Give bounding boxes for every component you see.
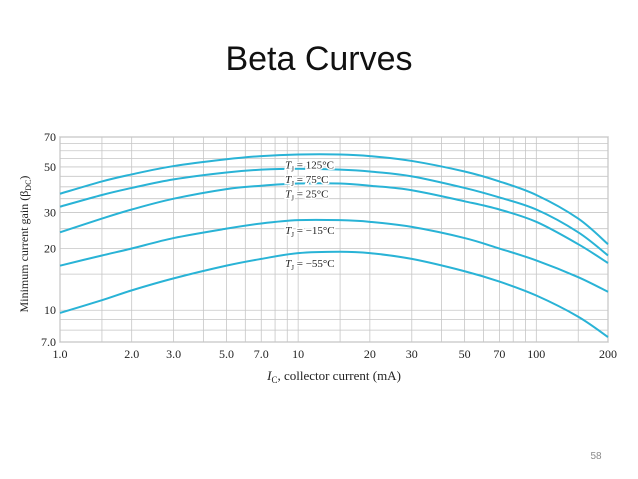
series-line-3 bbox=[59, 218, 609, 293]
x-tick-label: 50 bbox=[459, 347, 471, 361]
series-label-0: TJ = 125°C bbox=[285, 160, 334, 174]
y-axis-label: Minimum current gain (βDC) bbox=[17, 176, 33, 313]
y-tick-label: 10 bbox=[44, 303, 56, 317]
y-axis-label-close: ) bbox=[17, 176, 31, 180]
curves bbox=[59, 153, 609, 338]
x-tick-label: 5.0 bbox=[219, 347, 234, 361]
x-tick-label: 20 bbox=[364, 347, 376, 361]
y-axis-label-subscript: DC bbox=[24, 180, 33, 191]
series-label-3: TJ = −15°C bbox=[285, 225, 335, 239]
series-label-4: TJ = −55°C bbox=[285, 258, 335, 272]
y-tick-label: 7.0 bbox=[41, 335, 56, 349]
y-tick-labels: 7.0 10 20 30 50 70 bbox=[41, 130, 56, 349]
x-tick-label: 3.0 bbox=[166, 347, 181, 361]
beta-curves-chart: TJ = 125°CTJ = 75°CTJ = 25°C TJ = −15°C TJ… bbox=[17, 130, 618, 385]
x-tick-label: 2.0 bbox=[124, 347, 139, 361]
x-axis-label-subscript: C bbox=[271, 375, 277, 385]
x-tick-label: 200 bbox=[599, 347, 617, 361]
y-tick-label: 70 bbox=[44, 130, 56, 144]
page-number: 58 bbox=[590, 451, 602, 462]
y-tick-label: 20 bbox=[44, 242, 56, 256]
slide-title: Beta Curves bbox=[225, 40, 413, 78]
x-tick-label: 30 bbox=[406, 347, 418, 361]
x-tick-label: 10 bbox=[292, 347, 304, 361]
x-axis-label-text: , collector current (mA) bbox=[277, 368, 400, 383]
x-axis-label-symbol: I bbox=[266, 368, 272, 383]
x-axis-label: IC, collector current (mA) bbox=[266, 368, 401, 385]
series-labels: TJ = 125°CTJ = 75°CTJ = 25°C TJ = −15°C TJ… bbox=[284, 158, 337, 274]
series-label-1: TJ = 75°C bbox=[285, 174, 328, 188]
series-line-1 bbox=[59, 167, 609, 257]
series-line-0 bbox=[59, 153, 609, 245]
series-line-4 bbox=[59, 250, 609, 338]
series-line-2 bbox=[59, 182, 609, 264]
series-label-2: TJ = 25°C bbox=[285, 189, 328, 203]
y-tick-label: 50 bbox=[44, 160, 56, 174]
y-tick-label: 30 bbox=[44, 205, 56, 219]
x-tick-label: 100 bbox=[527, 347, 545, 361]
y-axis-label-text: Minimum current gain (β bbox=[17, 191, 31, 313]
grid bbox=[59, 136, 609, 343]
x-tick-label: 7.0 bbox=[254, 347, 269, 361]
x-tick-labels: 1.0 2.0 3.0 5.0 7.0 10 20 30 50 70 100 200 bbox=[53, 347, 618, 361]
x-tick-label: 70 bbox=[493, 347, 505, 361]
x-tick-label: 1.0 bbox=[53, 347, 68, 361]
